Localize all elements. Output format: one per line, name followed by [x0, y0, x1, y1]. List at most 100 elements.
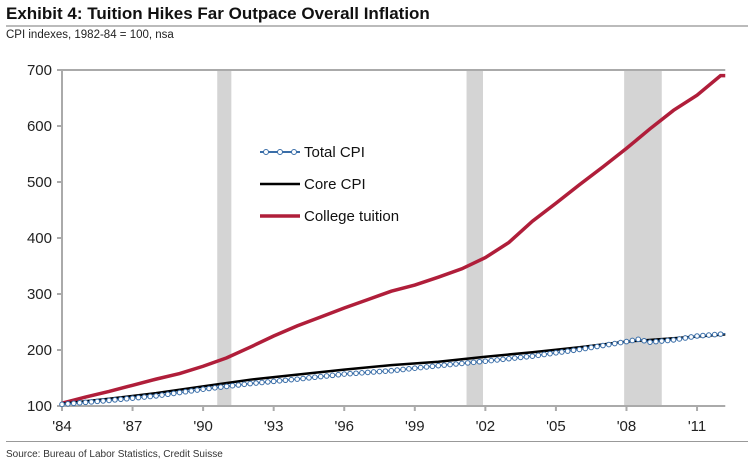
y-tick-label: 600	[27, 118, 52, 135]
series-point	[517, 354, 524, 361]
series-point	[412, 365, 418, 372]
y-tick-label: 400	[27, 230, 52, 247]
series-point	[459, 360, 465, 367]
series-point	[188, 388, 195, 394]
series-point	[717, 331, 724, 337]
series-point	[541, 351, 547, 358]
series-point	[688, 334, 694, 340]
series-point	[288, 376, 295, 383]
series-point	[118, 396, 124, 403]
series-point	[229, 382, 236, 389]
series-point	[388, 367, 395, 374]
series-point	[400, 366, 406, 373]
series-point	[370, 369, 377, 375]
source-note: Source: Bureau of Labor Statistics, Cred…	[6, 449, 223, 460]
series-point	[135, 394, 142, 401]
series-point	[364, 369, 371, 376]
y-tick-label: 200	[27, 342, 52, 359]
series-point	[470, 359, 477, 366]
series-point	[317, 373, 324, 380]
y-tick-label: 700	[27, 62, 52, 79]
source-rule	[6, 441, 748, 442]
x-tick-label: '93	[264, 418, 284, 435]
series-point	[682, 335, 689, 341]
series-point	[417, 364, 424, 371]
legend-label: Total CPI	[304, 144, 365, 161]
series-point	[629, 337, 636, 344]
series-point	[147, 393, 153, 400]
series-point	[611, 340, 618, 347]
series-point	[65, 401, 71, 407]
series-point	[653, 338, 659, 345]
recession-band	[624, 70, 662, 406]
y-tick-label: 500	[27, 174, 52, 191]
series-point	[112, 397, 118, 403]
chart-title: Exhibit 4: Tuition Hikes Far Outpace Ove…	[6, 4, 430, 23]
series-point	[100, 398, 106, 404]
series-point	[170, 390, 177, 397]
x-tick-label: '08	[617, 418, 637, 435]
series-point	[329, 372, 336, 379]
x-tick-label: '05	[546, 418, 566, 435]
series-point	[253, 380, 259, 386]
series-point	[564, 348, 571, 354]
series-point	[153, 393, 159, 399]
legend-marker	[291, 149, 297, 155]
series-point	[70, 400, 77, 407]
series-point	[276, 378, 283, 384]
x-tick-label: '90	[193, 418, 213, 435]
series-point	[359, 370, 365, 376]
series-point	[335, 371, 342, 378]
series-point	[247, 380, 253, 387]
series-point	[553, 350, 559, 356]
legend-label: Core CPI	[304, 176, 366, 193]
series-point	[464, 360, 471, 366]
series-point	[559, 349, 565, 355]
series-point	[206, 385, 212, 392]
series-line-college-tuition	[61, 73, 726, 405]
series-point	[423, 364, 430, 370]
x-tick-label: '02	[476, 418, 496, 435]
legend-label: College tuition	[304, 208, 399, 225]
title-rule	[6, 25, 748, 27]
series-point	[664, 337, 671, 344]
series-point	[617, 339, 624, 346]
x-tick-label: '87	[123, 418, 143, 435]
x-tick-label: '84	[52, 418, 72, 435]
series-point	[129, 395, 136, 401]
series-point	[435, 362, 442, 369]
x-tick-label: '96	[334, 418, 354, 435]
series-point	[582, 345, 589, 352]
series-point	[535, 352, 542, 359]
series-point	[59, 401, 65, 408]
series-point	[406, 366, 412, 372]
series-point	[141, 394, 148, 400]
series-point	[182, 388, 189, 395]
series-point	[588, 344, 595, 351]
series-point	[353, 370, 359, 377]
series-point	[347, 370, 353, 377]
y-tick-label: 100	[27, 398, 52, 415]
series-point	[694, 333, 700, 339]
series-point	[106, 397, 112, 404]
series-point	[76, 400, 83, 406]
series-point	[511, 355, 518, 361]
recession-band	[466, 70, 484, 406]
series-point	[323, 373, 330, 379]
series-point	[523, 353, 530, 360]
series-point	[635, 336, 642, 343]
series-point	[641, 337, 647, 344]
series-point	[676, 336, 683, 342]
series-point	[270, 378, 277, 385]
series-point	[570, 347, 577, 354]
chart-subtitle: CPI indexes, 1982-84 = 100, nsa	[6, 29, 174, 41]
series-point	[447, 361, 453, 368]
series-point	[217, 384, 224, 390]
series-point	[294, 376, 301, 382]
series-point	[576, 346, 583, 353]
series-point	[235, 382, 242, 388]
series-point	[500, 356, 506, 363]
series-point	[300, 375, 306, 382]
series-point	[600, 342, 606, 349]
series-point	[647, 339, 653, 345]
